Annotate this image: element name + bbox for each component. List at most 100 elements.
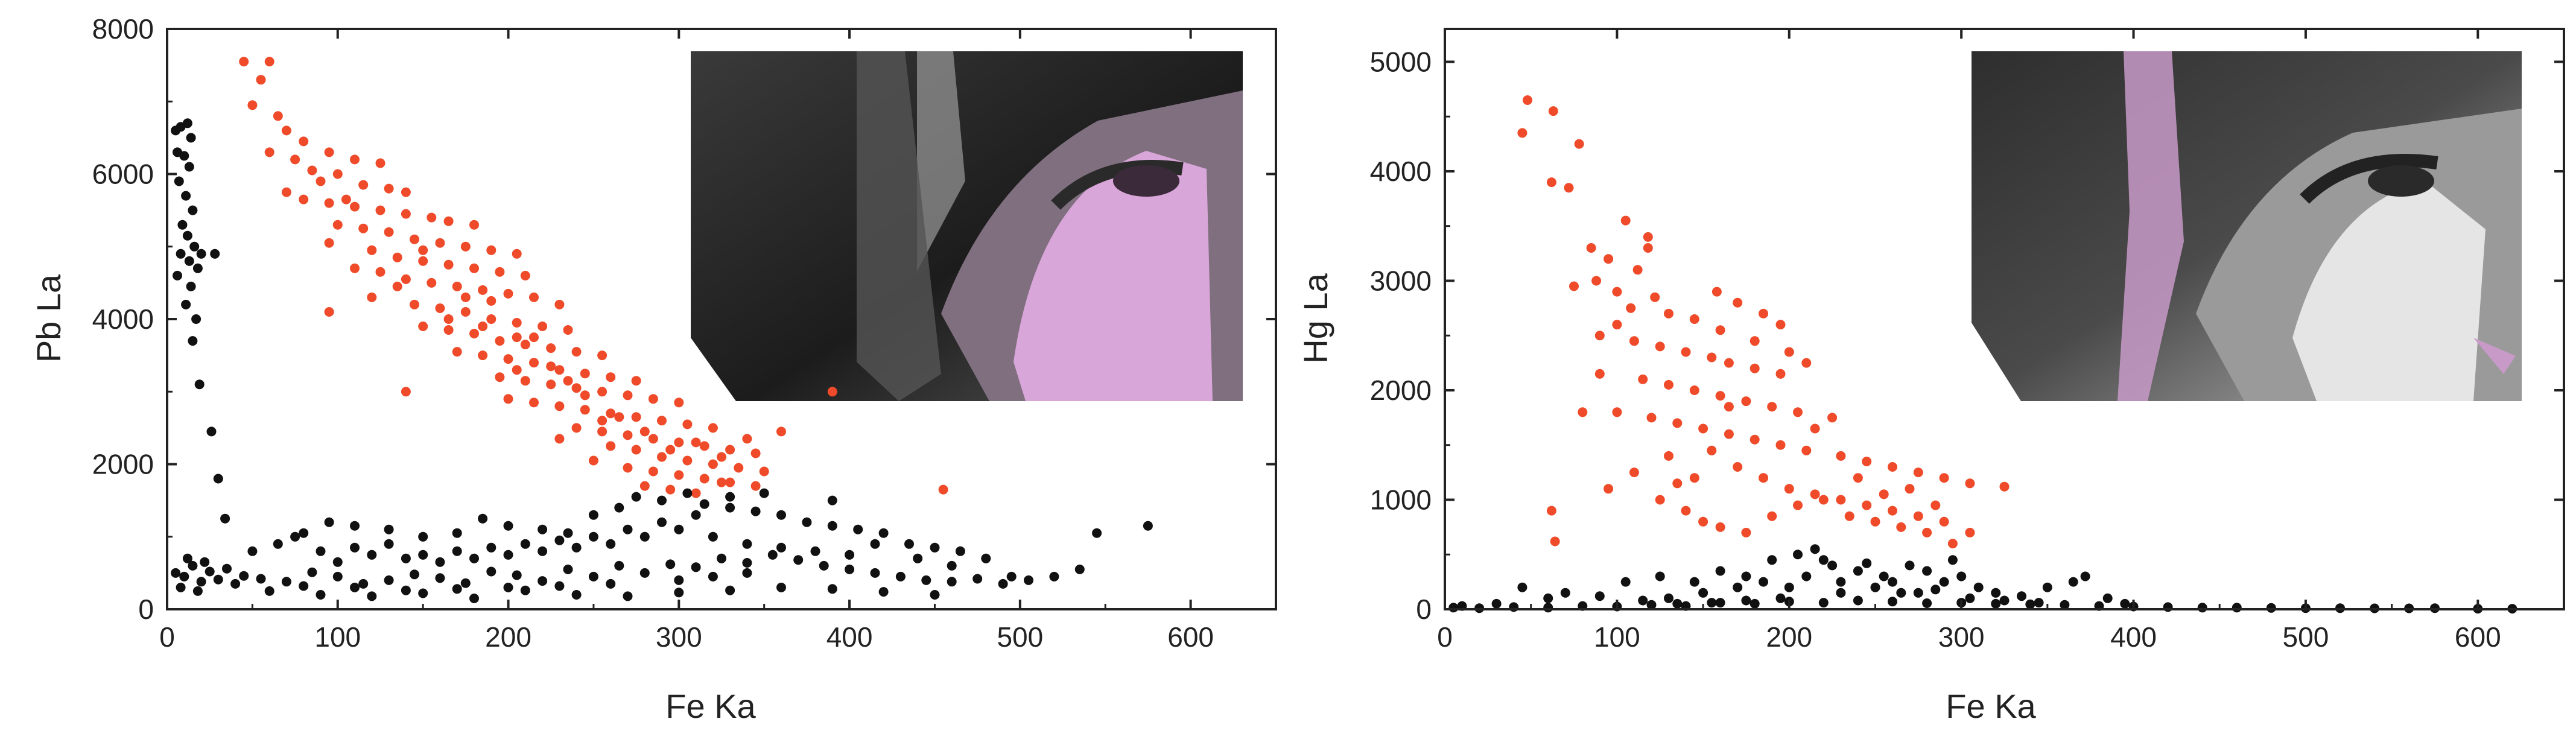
data-point-left-s1-31 [205,566,215,577]
data-point-left-s0-116 [717,477,726,487]
data-point-left-s1-8 [181,191,191,201]
data-point-right-s0-11 [1591,276,1602,286]
data-point-left-s1-63 [845,564,855,574]
data-point-right-s0-73 [1896,522,1906,532]
data-point-left-s0-1 [264,57,274,67]
data-point-right-s1-17 [2025,599,2035,609]
data-point-left-s1-9 [188,205,198,215]
y-axis-label-right: Hg La [1296,273,1334,363]
data-point-right-s1-62 [1801,571,1812,582]
data-point-left-s1-47 [435,573,445,583]
data-point-left-s0-111 [725,477,735,487]
data-point-right-s0-50 [1913,468,1923,478]
data-point-right-s1-51 [1991,588,2001,598]
data-point-right-s1-69 [2034,598,2044,608]
data-point-right-s1-58 [1698,588,1708,598]
axes-frame-right [1444,28,2565,610]
data-point-right-s0-94 [1689,473,1699,483]
data-point-right-s0-2 [1574,139,1584,149]
data-point-left-s0-62 [495,336,505,346]
data-point-left-s0-129 [512,332,522,343]
data-point-right-s0-75 [1947,539,1958,549]
data-point-left-s0-42 [520,270,530,280]
data-point-right-s0-0 [1523,95,1532,105]
data-point-left-s1-32 [213,574,223,585]
data-point-left-s1-110 [853,524,863,534]
ticks-right: 0 100 200 300 400 500 600 0 1000 2000 3000 4000 5000 [1370,29,2564,653]
data-point-right-s0-95 [1629,468,1639,478]
data-point-left-s0-67 [452,347,462,357]
data-point-left-s0-59 [418,322,428,331]
data-point-left-s0-6 [299,136,309,147]
data-point-left-s1-53 [588,571,598,582]
data-point-left-s1-144 [486,542,496,553]
data-point-left-s0-39 [443,259,454,270]
data-point-left-s1-62 [819,560,829,571]
data-point-right-s1-64 [1870,582,1880,592]
data-point-right-s0-59 [1862,500,1872,510]
data-point-right-s0-40 [1646,413,1657,423]
data-point-right-s0-74 [1922,527,1932,537]
y-axis-label-left: Pb La [30,274,68,363]
data-point-right-s1-39 [1741,571,1751,582]
data-point-left-s1-17 [186,281,196,291]
data-point-right-s1-14 [1922,598,1932,608]
data-point-left-s0-82 [648,394,658,404]
data-point-right-s0-33 [1689,385,1699,395]
data-point-left-s1-45 [384,575,394,585]
data-point-right-s1-49 [1956,571,1967,582]
data-point-left-s0-12 [307,165,317,176]
data-point-left-s1-68 [972,574,983,584]
data-point-right-s0-52 [1965,478,1975,489]
data-point-left-s1-133 [273,539,283,549]
data-point-left-s0-131 [563,376,573,386]
data-point-left-s1-136 [759,488,769,498]
data-point-left-s1-142 [554,535,565,545]
data-point-right-s0-5 [1564,183,1574,193]
data-point-right-s0-36 [1767,402,1777,412]
data-point-right-s1-9 [1750,598,1760,609]
data-point-right-s1-8 [1715,598,1725,608]
data-point-left-s0-33 [486,245,496,255]
data-point-left-s0-71 [554,365,565,375]
data-point-left-s1-75 [264,586,274,596]
data-point-right-s1-35 [1620,577,1631,587]
data-point-left-s0-109 [674,470,684,480]
data-point-left-s0-126 [418,245,428,255]
data-point-left-s0-76 [495,372,505,382]
data-point-left-s0-24 [427,212,437,223]
data-point-left-s1-84 [725,585,735,595]
data-point-right-s0-45 [1775,440,1786,450]
data-point-left-s1-157 [606,578,616,589]
data-point-left-s1-18 [196,249,206,259]
data-point-left-s1-143 [520,539,530,549]
data-point-left-s1-30 [196,577,206,587]
data-point-right-s1-57 [2120,598,2130,609]
data-point-right-s1-0 [1448,603,1459,613]
data-point-left-s0-136 [691,437,701,448]
x-tick-label-left-1: 100 [314,621,361,653]
data-point-left-s0-80 [597,387,608,397]
data-point-left-s0-90 [682,419,693,429]
data-point-left-s1-72 [1074,564,1085,574]
data-point-right-s1-48 [1939,577,1949,587]
data-point-left-s0-36 [367,245,377,255]
data-point-left-s1-158 [554,581,565,591]
data-point-right-s0-17 [1689,314,1699,324]
data-point-left-s0-66 [597,350,608,361]
data-point-left-s0-15 [358,180,369,190]
data-point-left-s1-138 [691,510,701,520]
data-point-left-s0-56 [512,318,522,328]
data-point-left-s1-139 [657,517,667,527]
data-point-left-s1-14 [184,256,194,266]
data-point-left-s0-110 [699,474,709,484]
data-point-right-s1-81 [1775,593,1786,603]
data-point-right-s0-13 [1569,281,1579,291]
data-point-left-s0-105 [734,463,744,473]
data-point-left-s0-60 [443,325,454,335]
data-point-left-s1-38 [200,557,210,567]
data-point-left-s1-64 [870,568,880,578]
data-point-left-s1-162 [350,582,360,592]
data-point-right-s1-65 [1896,588,1906,598]
